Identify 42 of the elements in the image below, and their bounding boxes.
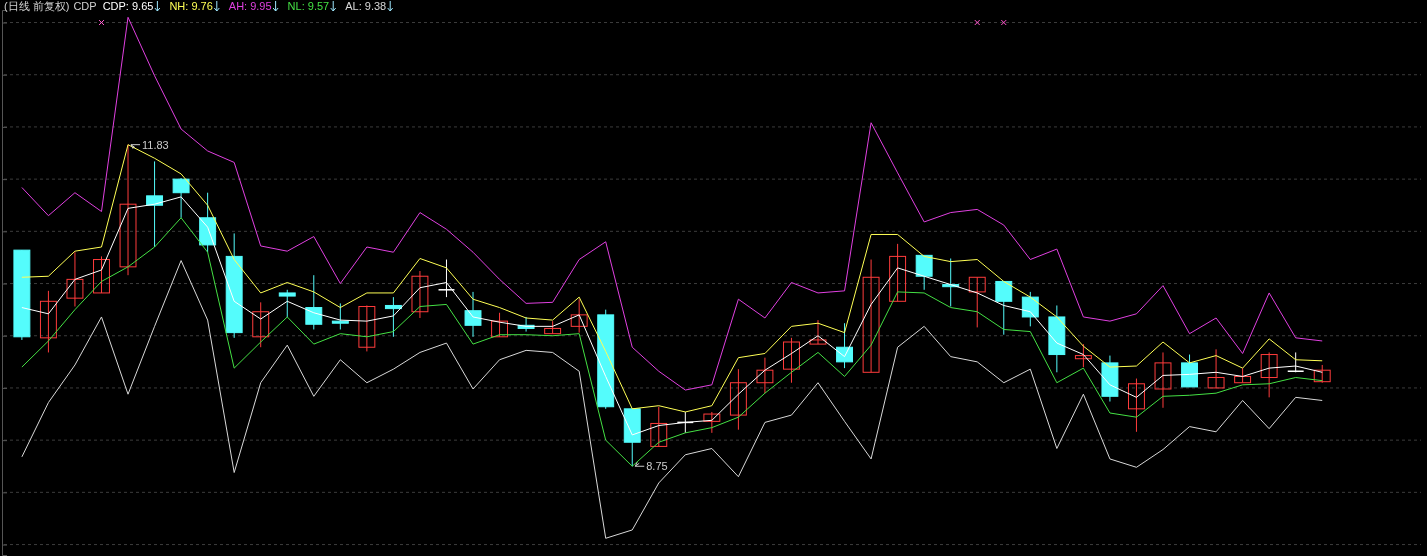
candlestick bbox=[66, 251, 84, 308]
candlestick bbox=[1207, 348, 1225, 389]
chart-subtitle: CDP bbox=[73, 0, 97, 12]
candlestick bbox=[438, 259, 455, 298]
candlestick bbox=[331, 302, 349, 330]
candlestick bbox=[968, 276, 986, 328]
annotation: 11.83 bbox=[142, 138, 169, 151]
candlestick bbox=[491, 312, 509, 338]
candlestick bbox=[1128, 378, 1145, 433]
text: NH: 9.76 bbox=[169, 0, 213, 12]
candlestick bbox=[384, 296, 402, 338]
candlestick bbox=[358, 304, 376, 352]
candlestick bbox=[93, 255, 110, 294]
candlestick bbox=[756, 357, 774, 394]
candlestick bbox=[915, 254, 933, 291]
annotation: 8.75 bbox=[646, 460, 668, 473]
text: CDP: 9.65 bbox=[102, 0, 154, 12]
candlestick bbox=[783, 337, 800, 384]
candlestick bbox=[1260, 351, 1278, 398]
candlestick bbox=[305, 274, 323, 330]
candlestick bbox=[862, 259, 880, 373]
chart-title: (日线 前复权) bbox=[4, 0, 70, 12]
candlestick bbox=[1154, 351, 1172, 409]
candlestick bbox=[729, 368, 747, 431]
candlestick bbox=[995, 280, 1013, 336]
candlestick bbox=[252, 301, 270, 348]
text: AL: 9.38 bbox=[345, 0, 387, 12]
candlestick bbox=[1074, 343, 1092, 368]
candlestick bbox=[464, 291, 482, 338]
candlestick bbox=[411, 270, 429, 319]
candlestick bbox=[172, 177, 190, 219]
candlestick bbox=[650, 406, 668, 447]
candlestick bbox=[39, 290, 57, 353]
candlestick bbox=[570, 298, 588, 334]
candlestick bbox=[889, 243, 907, 302]
candlestick bbox=[703, 411, 721, 434]
text: AH: 9.95 bbox=[228, 0, 272, 12]
candlestick bbox=[1021, 291, 1039, 327]
candlestick bbox=[278, 289, 296, 318]
candlestick bbox=[809, 319, 827, 345]
text: NL: 9.57 bbox=[287, 0, 330, 12]
candlestick bbox=[146, 160, 164, 248]
